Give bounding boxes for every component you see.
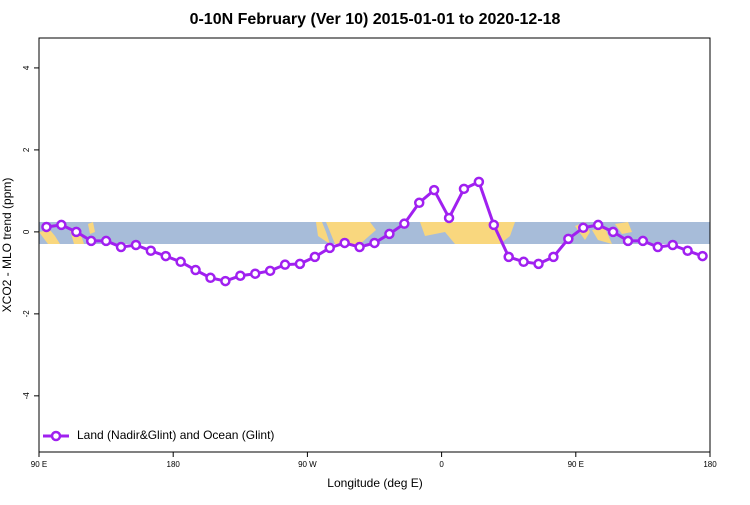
plot-frame [38,37,711,453]
point [190,264,201,276]
point [339,237,350,249]
point [71,226,82,238]
point [443,212,455,224]
point [130,239,142,251]
point [294,258,306,270]
map-strip [39,222,710,244]
legend-swatch-point [50,430,62,442]
point [249,268,261,279]
point [637,235,649,247]
x-axis-label: Longitude (deg E) [327,476,422,490]
point [41,221,52,233]
x-tick-label: 180 [167,460,181,469]
point [115,241,127,253]
point [488,219,500,231]
chart-title: 0-10N February (Ver 10) 2015-01-01 to 20… [190,11,561,28]
point [563,233,574,245]
y-tick-label: -2 [22,310,31,318]
point [100,235,112,247]
x-tick-label: 90 E [568,460,584,469]
point [458,183,470,195]
y-tick-label: 4 [22,65,31,70]
point [667,239,678,251]
point [652,241,664,253]
point [428,184,440,196]
point [145,245,157,256]
point [205,272,216,284]
point [235,270,246,281]
point [324,242,336,254]
point [175,256,186,268]
point [607,226,619,238]
y-tick-label: 0 [22,229,31,234]
point [279,259,291,270]
x-tick-label: 90 E [31,460,47,469]
point [160,250,171,262]
point [533,258,544,270]
y-tick-label: 2 [22,147,31,152]
legend: Land (Nadir&Glint) and Ocean (Glint) [43,428,274,442]
point [309,251,321,263]
point [85,235,97,247]
y-axis-label: XCO2 - MLO trend (ppm) [0,178,14,313]
point [592,219,604,231]
point [220,275,231,287]
y-tick-label: -4 [22,392,31,400]
legend-label: Land (Nadir&Glint) and Ocean (Glint) [77,428,274,442]
x-tick-label: 0 [439,460,444,469]
point [56,219,67,231]
point [682,245,693,256]
point [413,197,425,209]
point [578,222,589,234]
point [369,237,380,249]
point [264,265,276,277]
point [384,228,395,240]
point [473,176,485,188]
point [622,235,634,247]
point [548,251,559,263]
point [354,241,365,253]
point [503,251,514,263]
x-tick-label: 180 [703,460,717,469]
x-tick-label: 90 W [298,460,317,469]
point [697,250,708,262]
point [518,256,529,268]
point [399,218,410,229]
